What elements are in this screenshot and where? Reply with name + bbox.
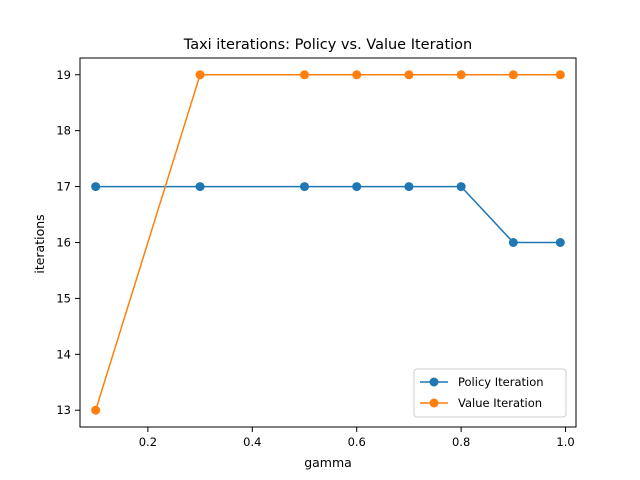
x-tick-label: 0.8: [452, 435, 470, 449]
y-tick-label: 19: [56, 68, 71, 82]
y-tick-label: 18: [56, 124, 71, 138]
plot-area: 0.2 0.4 0.6 0.8 1.0 13 14 15 16 17 18 19: [56, 57, 577, 449]
legend-label: Policy Iteration: [458, 375, 544, 389]
data-point: [352, 182, 362, 192]
y-tick-label: 14: [56, 347, 71, 361]
data-point: [555, 238, 565, 247]
legend-label: Value Iteration: [458, 396, 542, 410]
x-axis-label: gamma: [304, 455, 352, 470]
y-tick-label: 15: [56, 291, 71, 305]
axes-frame: [79, 57, 577, 428]
data-point: [91, 405, 101, 415]
data-point: [404, 70, 414, 80]
chart-title: Taxi iterations: Policy vs. Value Iterat…: [183, 37, 472, 53]
legend-marker: [429, 398, 439, 408]
x-tick-label: 0.6: [348, 435, 366, 449]
y-axis-label: iterations: [32, 214, 47, 273]
series-line: [94, 74, 561, 411]
series-line: [95, 185, 561, 244]
data-point: [404, 182, 414, 192]
y-tick-label: 16: [56, 236, 71, 250]
data-point: [195, 70, 205, 80]
data-point: [508, 238, 518, 247]
data-point: [195, 182, 205, 192]
legend-marker: [429, 377, 439, 387]
x-tick-label: 0.2: [139, 435, 157, 449]
data-point: [300, 182, 310, 192]
data-point: [456, 70, 466, 80]
data-point: [91, 182, 101, 192]
legend-box: [413, 368, 567, 418]
y-tick-label: 17: [56, 180, 71, 194]
x-tick-label: 1.0: [556, 435, 574, 449]
legend: Policy Iteration Value Iteration: [413, 368, 567, 418]
data-point: [508, 70, 518, 80]
x-tick-label: 0.4: [243, 435, 261, 449]
data-point: [555, 70, 565, 80]
data-point: [456, 182, 466, 192]
data-point: [300, 70, 310, 80]
data-point: [352, 70, 362, 80]
y-tick-label: 13: [56, 403, 71, 417]
